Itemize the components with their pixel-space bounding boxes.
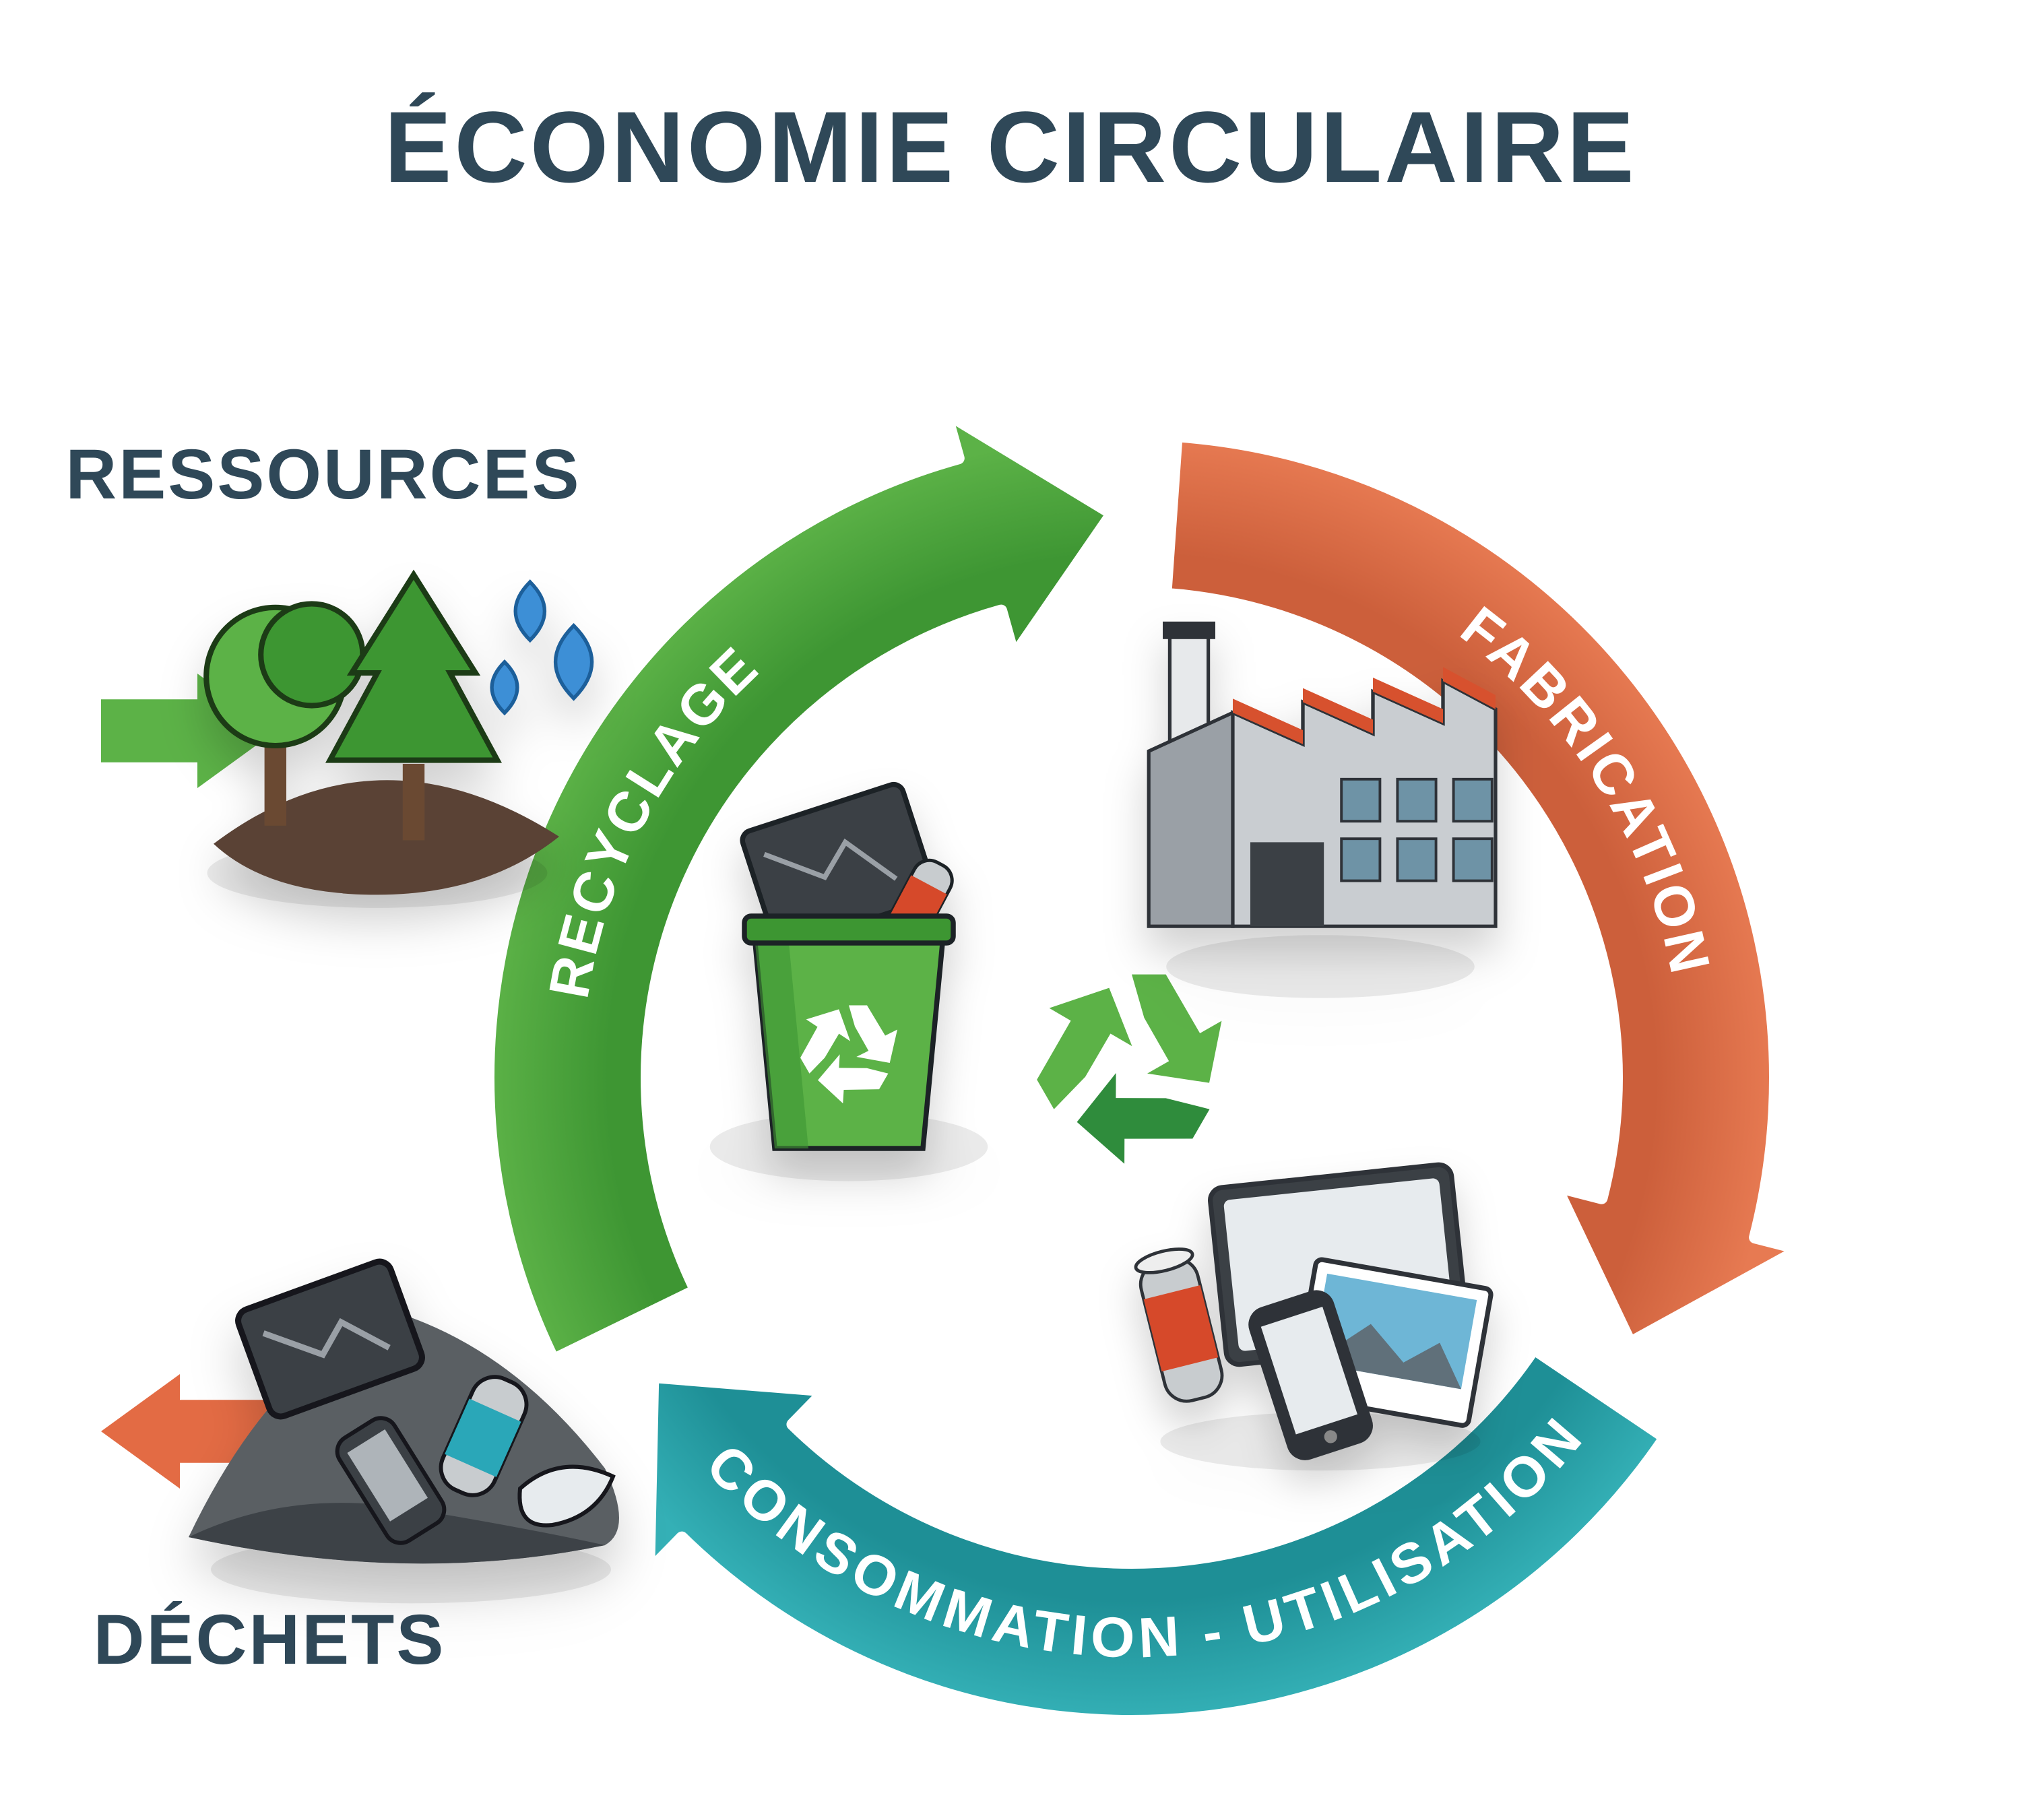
devices-icon <box>1134 1163 1492 1470</box>
label-ressources: RESSOURCES <box>65 435 581 514</box>
label-dechets: DÉCHETS <box>94 1600 446 1679</box>
recycle-bin-icon <box>710 782 988 1181</box>
recycle-symbol-icon <box>1009 975 1222 1188</box>
page-title: ÉCONOMIE CIRCULAIRE <box>384 90 1636 203</box>
factory-icon <box>1149 622 1496 998</box>
